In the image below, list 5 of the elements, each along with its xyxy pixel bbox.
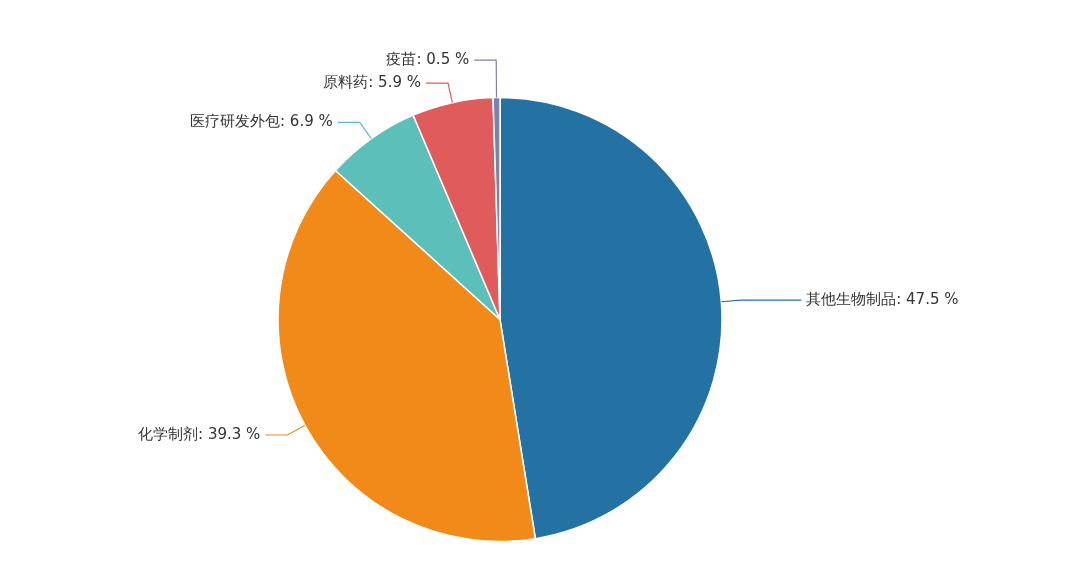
- slice-label: 医疗研发外包: 6.9 %: [190, 112, 333, 131]
- slice-label: 原料药: 5.9 %: [323, 73, 421, 92]
- slice-label: 化学制剂: 39.3 %: [138, 424, 261, 443]
- slice-label: 疫苗: 0.5 %: [386, 50, 470, 69]
- slice-label: 其他生物制品: 47.5 %: [806, 290, 959, 309]
